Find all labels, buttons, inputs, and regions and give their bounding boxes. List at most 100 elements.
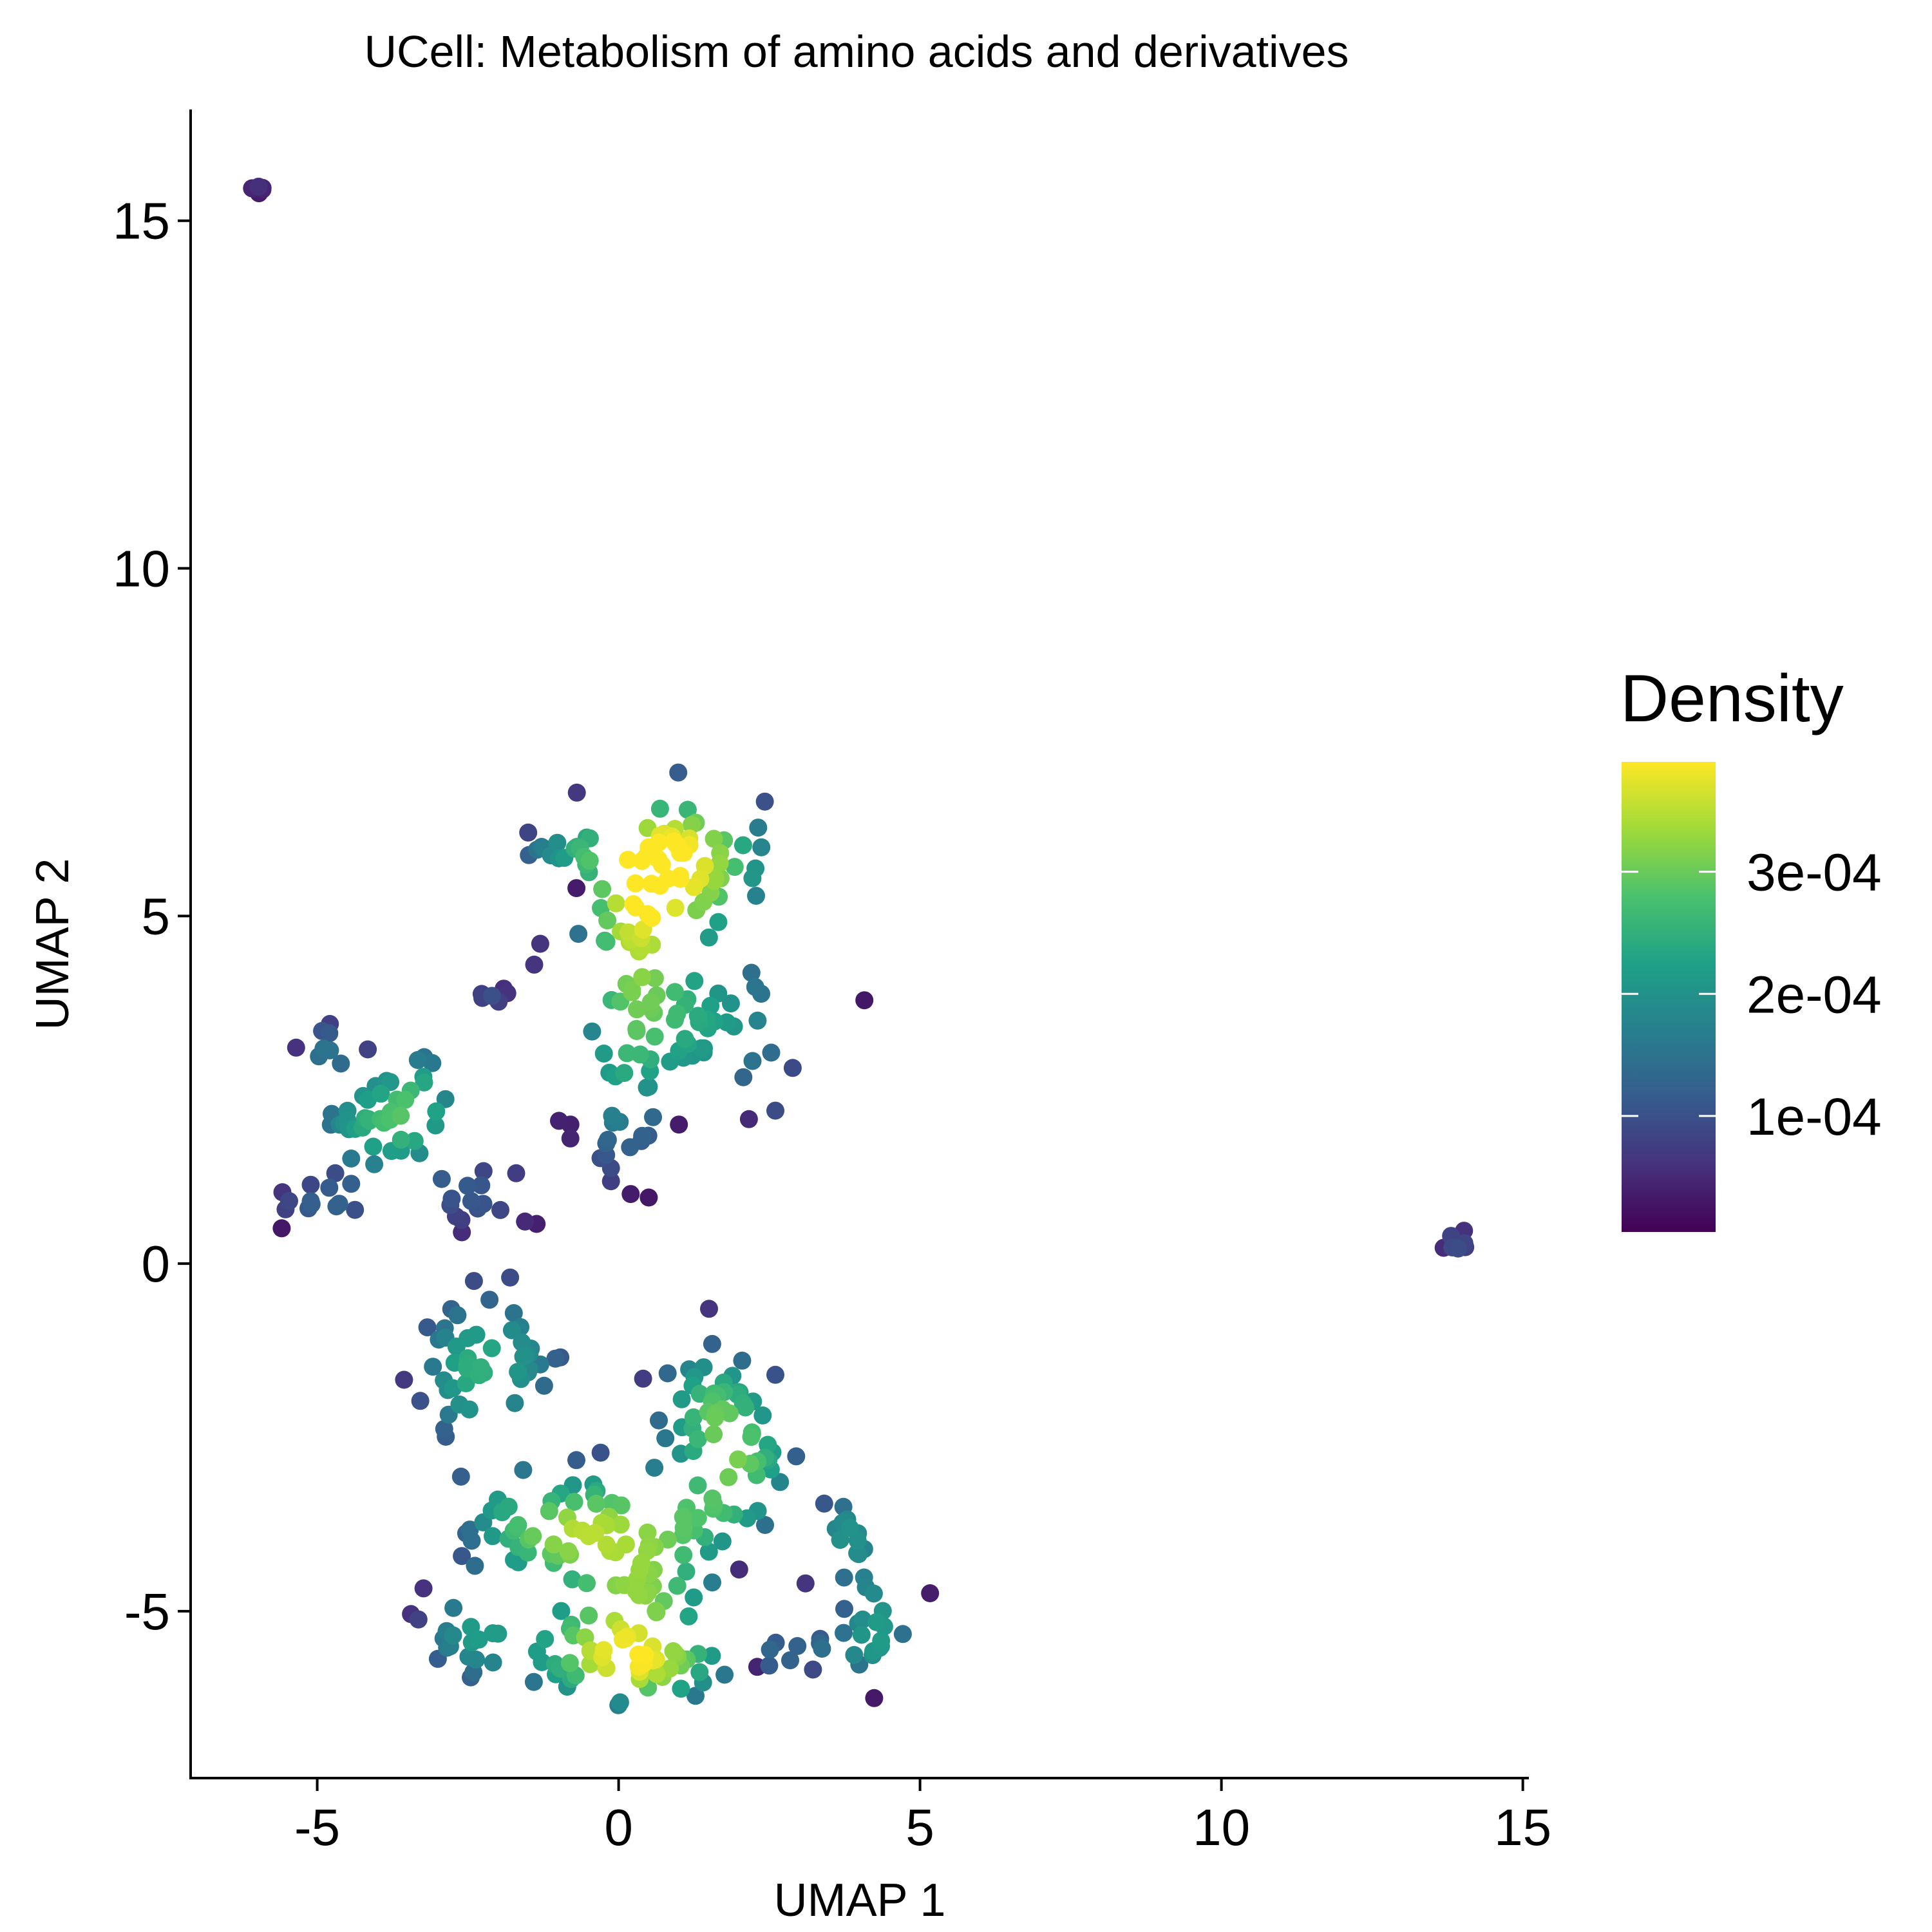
scatter-point bbox=[563, 1570, 582, 1589]
scatter-point bbox=[725, 858, 744, 876]
scatter-point bbox=[762, 1043, 781, 1062]
scatter-point bbox=[583, 1022, 601, 1041]
legend-tick-label: 1e-04 bbox=[1747, 1088, 1882, 1146]
scatter-point bbox=[747, 887, 765, 905]
scatter-point bbox=[748, 1011, 767, 1030]
scatter-point bbox=[607, 894, 625, 913]
scatter-point bbox=[771, 1473, 790, 1492]
scatter-point bbox=[509, 1516, 527, 1535]
scatter-point bbox=[330, 1195, 348, 1213]
scatter-point bbox=[650, 1411, 668, 1430]
scatter-point bbox=[415, 1073, 433, 1092]
scatter-point bbox=[632, 1554, 650, 1572]
legend-tick-label: 3e-04 bbox=[1747, 844, 1882, 902]
scatter-point bbox=[644, 1108, 662, 1126]
scatter-point bbox=[709, 913, 728, 931]
scatter-point bbox=[720, 1404, 739, 1423]
scatter-point bbox=[705, 1425, 723, 1444]
scatter-point bbox=[464, 1272, 483, 1291]
scatter-point bbox=[730, 1560, 748, 1579]
scatter-point bbox=[474, 1162, 493, 1180]
scatter-point bbox=[414, 1579, 433, 1598]
scatter-point bbox=[783, 1059, 802, 1077]
scatter-point bbox=[639, 1188, 658, 1207]
scatter-point bbox=[424, 1358, 442, 1376]
scatter-point bbox=[678, 800, 697, 819]
scatter-point bbox=[442, 1189, 461, 1208]
scatter-point bbox=[332, 1054, 350, 1073]
scatter-point bbox=[480, 1291, 499, 1309]
scatter-point bbox=[436, 1090, 455, 1108]
scatter-point bbox=[484, 1624, 502, 1643]
scatter-point bbox=[587, 1495, 605, 1513]
scatter-point bbox=[650, 799, 669, 818]
scatter-point bbox=[615, 1064, 634, 1083]
scatter-point bbox=[893, 1625, 912, 1643]
scatter-point bbox=[690, 1663, 709, 1681]
scatter-point bbox=[739, 1110, 758, 1128]
scatter-point bbox=[688, 1509, 707, 1528]
scatter-point bbox=[742, 1428, 761, 1446]
scatter-point bbox=[567, 1451, 585, 1470]
scatter-point bbox=[671, 844, 690, 862]
scatter-point bbox=[462, 1192, 480, 1211]
scatter-point bbox=[756, 1516, 774, 1534]
scatter-point bbox=[742, 963, 761, 982]
scatter-point bbox=[506, 1394, 524, 1412]
scatter-point bbox=[567, 879, 586, 898]
scatter-point bbox=[634, 1369, 652, 1388]
y-tick-label: 15 bbox=[113, 193, 170, 250]
scatter-point bbox=[1449, 1239, 1468, 1258]
scatter-point bbox=[453, 1547, 471, 1566]
scatter-point bbox=[669, 763, 688, 782]
scatter-point bbox=[715, 1665, 734, 1684]
legend-tick-label: 2e-04 bbox=[1747, 965, 1882, 1024]
scatter-point bbox=[392, 1130, 410, 1149]
scatter-point bbox=[733, 1351, 752, 1370]
scatter-point bbox=[647, 1665, 666, 1683]
scatter-point bbox=[642, 875, 661, 893]
scatter-point bbox=[580, 1527, 598, 1546]
x-tick-label: -5 bbox=[294, 1799, 340, 1856]
scatter-point bbox=[703, 1573, 721, 1592]
scatter-point bbox=[423, 1054, 442, 1072]
scatter-point bbox=[641, 993, 660, 1012]
scatter-point bbox=[550, 1112, 568, 1130]
scatter-point bbox=[645, 1027, 664, 1046]
scatter-point bbox=[638, 1078, 656, 1097]
scatter-point bbox=[540, 1502, 558, 1520]
scatter-point bbox=[840, 1519, 859, 1537]
scatter-point bbox=[627, 1019, 646, 1038]
scatter-point bbox=[314, 1039, 333, 1058]
scatter-point bbox=[561, 1129, 580, 1148]
scatter-point bbox=[320, 1024, 339, 1043]
scatter-point bbox=[611, 1693, 629, 1712]
scatter-point bbox=[753, 1406, 772, 1425]
scatter-point bbox=[855, 991, 874, 1010]
scatter-point bbox=[674, 1519, 693, 1537]
scatter-point bbox=[666, 983, 684, 1001]
color-legend: Density 1e-04 2e-04 3e-04 bbox=[1620, 661, 1882, 1232]
scatter-point bbox=[280, 1192, 298, 1210]
scatter-point bbox=[535, 1376, 553, 1395]
scatter-point bbox=[519, 823, 538, 842]
scatter-point bbox=[835, 1600, 853, 1618]
scatter-point bbox=[872, 1631, 891, 1650]
scatter-point bbox=[703, 1489, 722, 1508]
scatter-point bbox=[364, 1137, 383, 1156]
scatter-point bbox=[427, 1102, 446, 1121]
scatter-point bbox=[616, 1535, 635, 1554]
scatter-point bbox=[628, 1000, 646, 1019]
scatter-point bbox=[597, 1535, 616, 1554]
scatter-point bbox=[699, 928, 718, 947]
scatter-point bbox=[287, 1038, 305, 1057]
scatter-point bbox=[670, 1115, 688, 1134]
chart-title: UCell: Metabolism of amino acids and der… bbox=[365, 26, 1349, 77]
scatter-point bbox=[676, 1030, 694, 1048]
scatter-point bbox=[567, 783, 586, 802]
scatter-point bbox=[392, 1106, 410, 1125]
legend-title: Density bbox=[1620, 661, 1844, 736]
legend-colorbar bbox=[1622, 762, 1716, 1232]
scatter-point bbox=[598, 911, 617, 930]
